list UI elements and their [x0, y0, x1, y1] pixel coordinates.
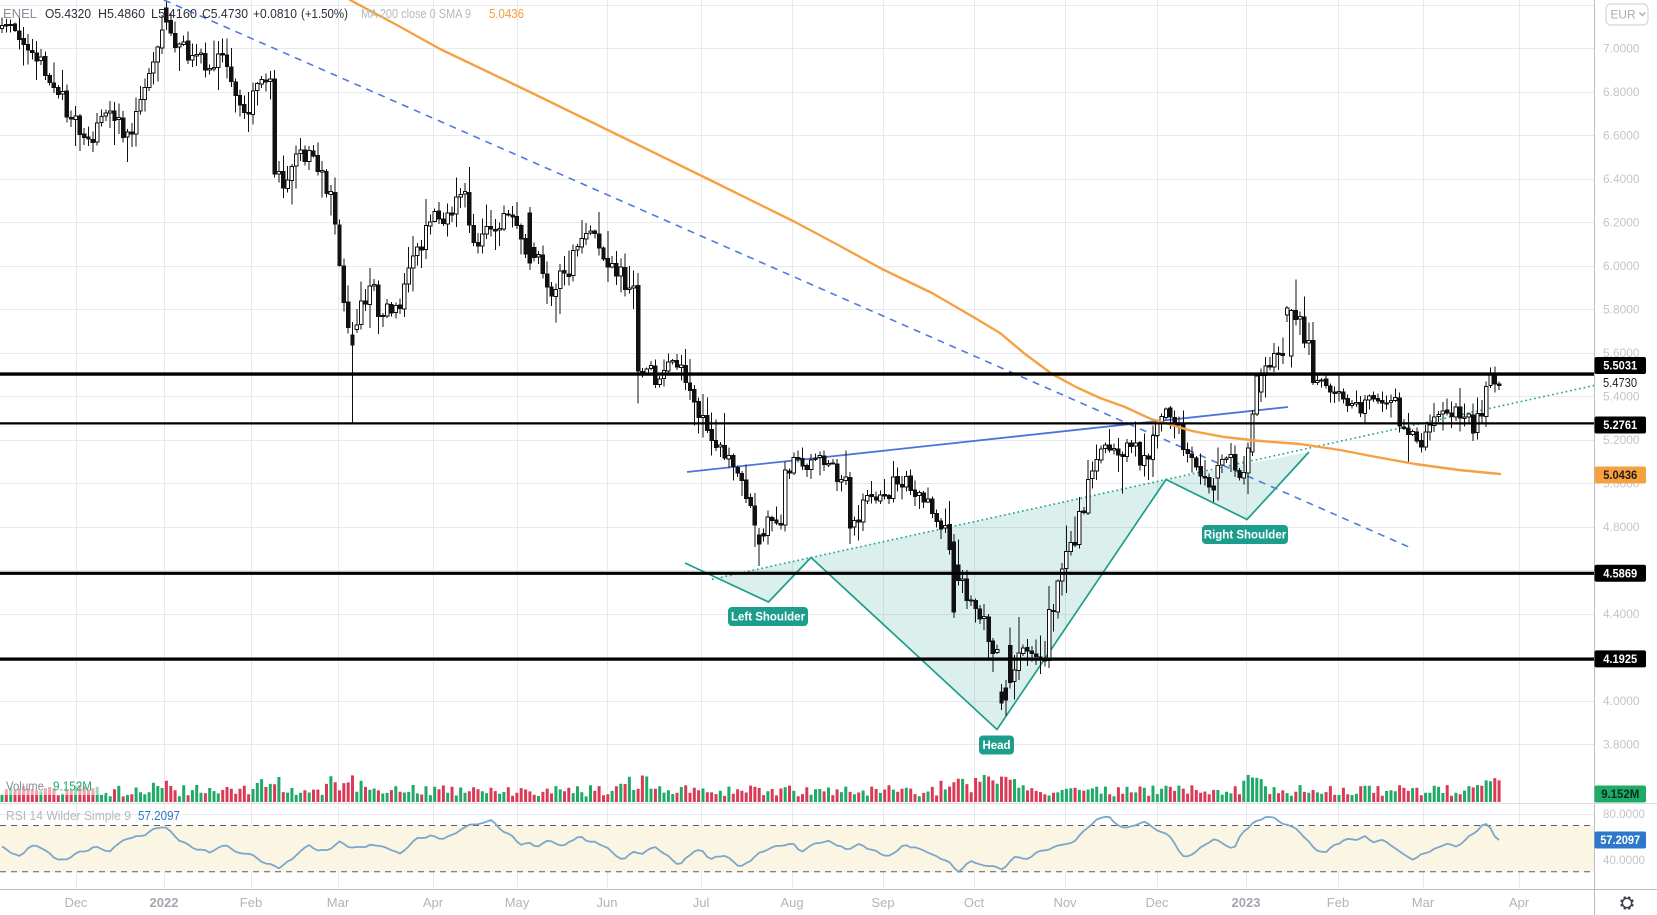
svg-text:9.152M: 9.152M [1601, 789, 1639, 801]
svg-text:4.4000: 4.4000 [1603, 607, 1640, 621]
svg-text:4.8000: 4.8000 [1603, 520, 1640, 534]
svg-text:5.0436: 5.0436 [1603, 470, 1637, 482]
svg-text:57.2097: 57.2097 [138, 809, 180, 823]
svg-text:2022: 2022 [150, 895, 179, 910]
svg-text:H5.4860: H5.4860 [98, 6, 145, 21]
svg-text:5.5031: 5.5031 [1603, 361, 1638, 373]
svg-text:C5.4730: C5.4730 [202, 6, 248, 21]
svg-text:+0.0810: +0.0810 [253, 6, 297, 21]
svg-text:O5.4320: O5.4320 [45, 6, 91, 21]
svg-text:Apr: Apr [1509, 895, 1530, 910]
svg-text:Mar: Mar [1412, 895, 1435, 910]
svg-text:Sep: Sep [871, 895, 894, 910]
svg-text:4.0000: 4.0000 [1603, 694, 1640, 708]
svg-text:Dec: Dec [64, 895, 88, 910]
svg-text:L5.4160: L5.4160 [151, 6, 197, 21]
svg-text:(+1.50%): (+1.50%) [301, 6, 348, 21]
svg-text:4.1925: 4.1925 [1603, 654, 1638, 666]
svg-text:9.152M: 9.152M [53, 780, 92, 794]
svg-text:Right Shoulder: Right Shoulder [1204, 530, 1287, 542]
svg-text:5.2761: 5.2761 [1603, 420, 1638, 432]
svg-text:Dec: Dec [1145, 895, 1169, 910]
svg-text:5.4730: 5.4730 [1603, 376, 1637, 390]
svg-text:5.6000: 5.6000 [1603, 346, 1640, 360]
svg-text:Left Shoulder: Left Shoulder [731, 612, 806, 624]
svg-text:Head: Head [982, 740, 1010, 752]
svg-text:5.8000: 5.8000 [1603, 303, 1640, 317]
svg-text:6.4000: 6.4000 [1603, 172, 1640, 186]
svg-text:May: May [505, 895, 530, 910]
svg-text:6.8000: 6.8000 [1603, 85, 1640, 99]
svg-text:40.0000: 40.0000 [1603, 853, 1645, 867]
svg-text:2023: 2023 [1232, 895, 1261, 910]
svg-text:3.8000: 3.8000 [1603, 738, 1640, 752]
svg-text:6.2000: 6.2000 [1603, 216, 1640, 230]
svg-text:Aug: Aug [780, 895, 803, 910]
svg-text:6.0000: 6.0000 [1603, 259, 1640, 273]
svg-text:Volume: Volume [6, 780, 44, 794]
svg-text:Feb: Feb [240, 895, 262, 910]
svg-text:Nov: Nov [1053, 895, 1077, 910]
svg-text:80.0000: 80.0000 [1603, 807, 1645, 821]
svg-text:6.6000: 6.6000 [1603, 129, 1640, 143]
svg-text:Jul: Jul [693, 895, 710, 910]
svg-text:EUR: EUR [1611, 10, 1636, 22]
svg-text:MA 200 close 0 SMA 9: MA 200 close 0 SMA 9 [361, 6, 471, 21]
svg-text:Apr: Apr [423, 895, 444, 910]
svg-text:Feb: Feb [1327, 895, 1349, 910]
svg-text:5.2000: 5.2000 [1603, 433, 1640, 447]
svg-text:5.0436: 5.0436 [489, 6, 524, 21]
svg-text:4.5869: 4.5869 [1603, 568, 1637, 580]
svg-text:Oct: Oct [964, 895, 985, 910]
svg-text:7.0000: 7.0000 [1603, 42, 1640, 56]
svg-text:Mar: Mar [327, 895, 350, 910]
svg-text:5.4000: 5.4000 [1603, 390, 1640, 404]
svg-text:Jun: Jun [597, 895, 618, 910]
svg-text:ENEL: ENEL [3, 6, 37, 21]
svg-text:RSI 14 Wilder Simple 9: RSI 14 Wilder Simple 9 [6, 809, 131, 823]
svg-text:57.2097: 57.2097 [1600, 835, 1640, 847]
